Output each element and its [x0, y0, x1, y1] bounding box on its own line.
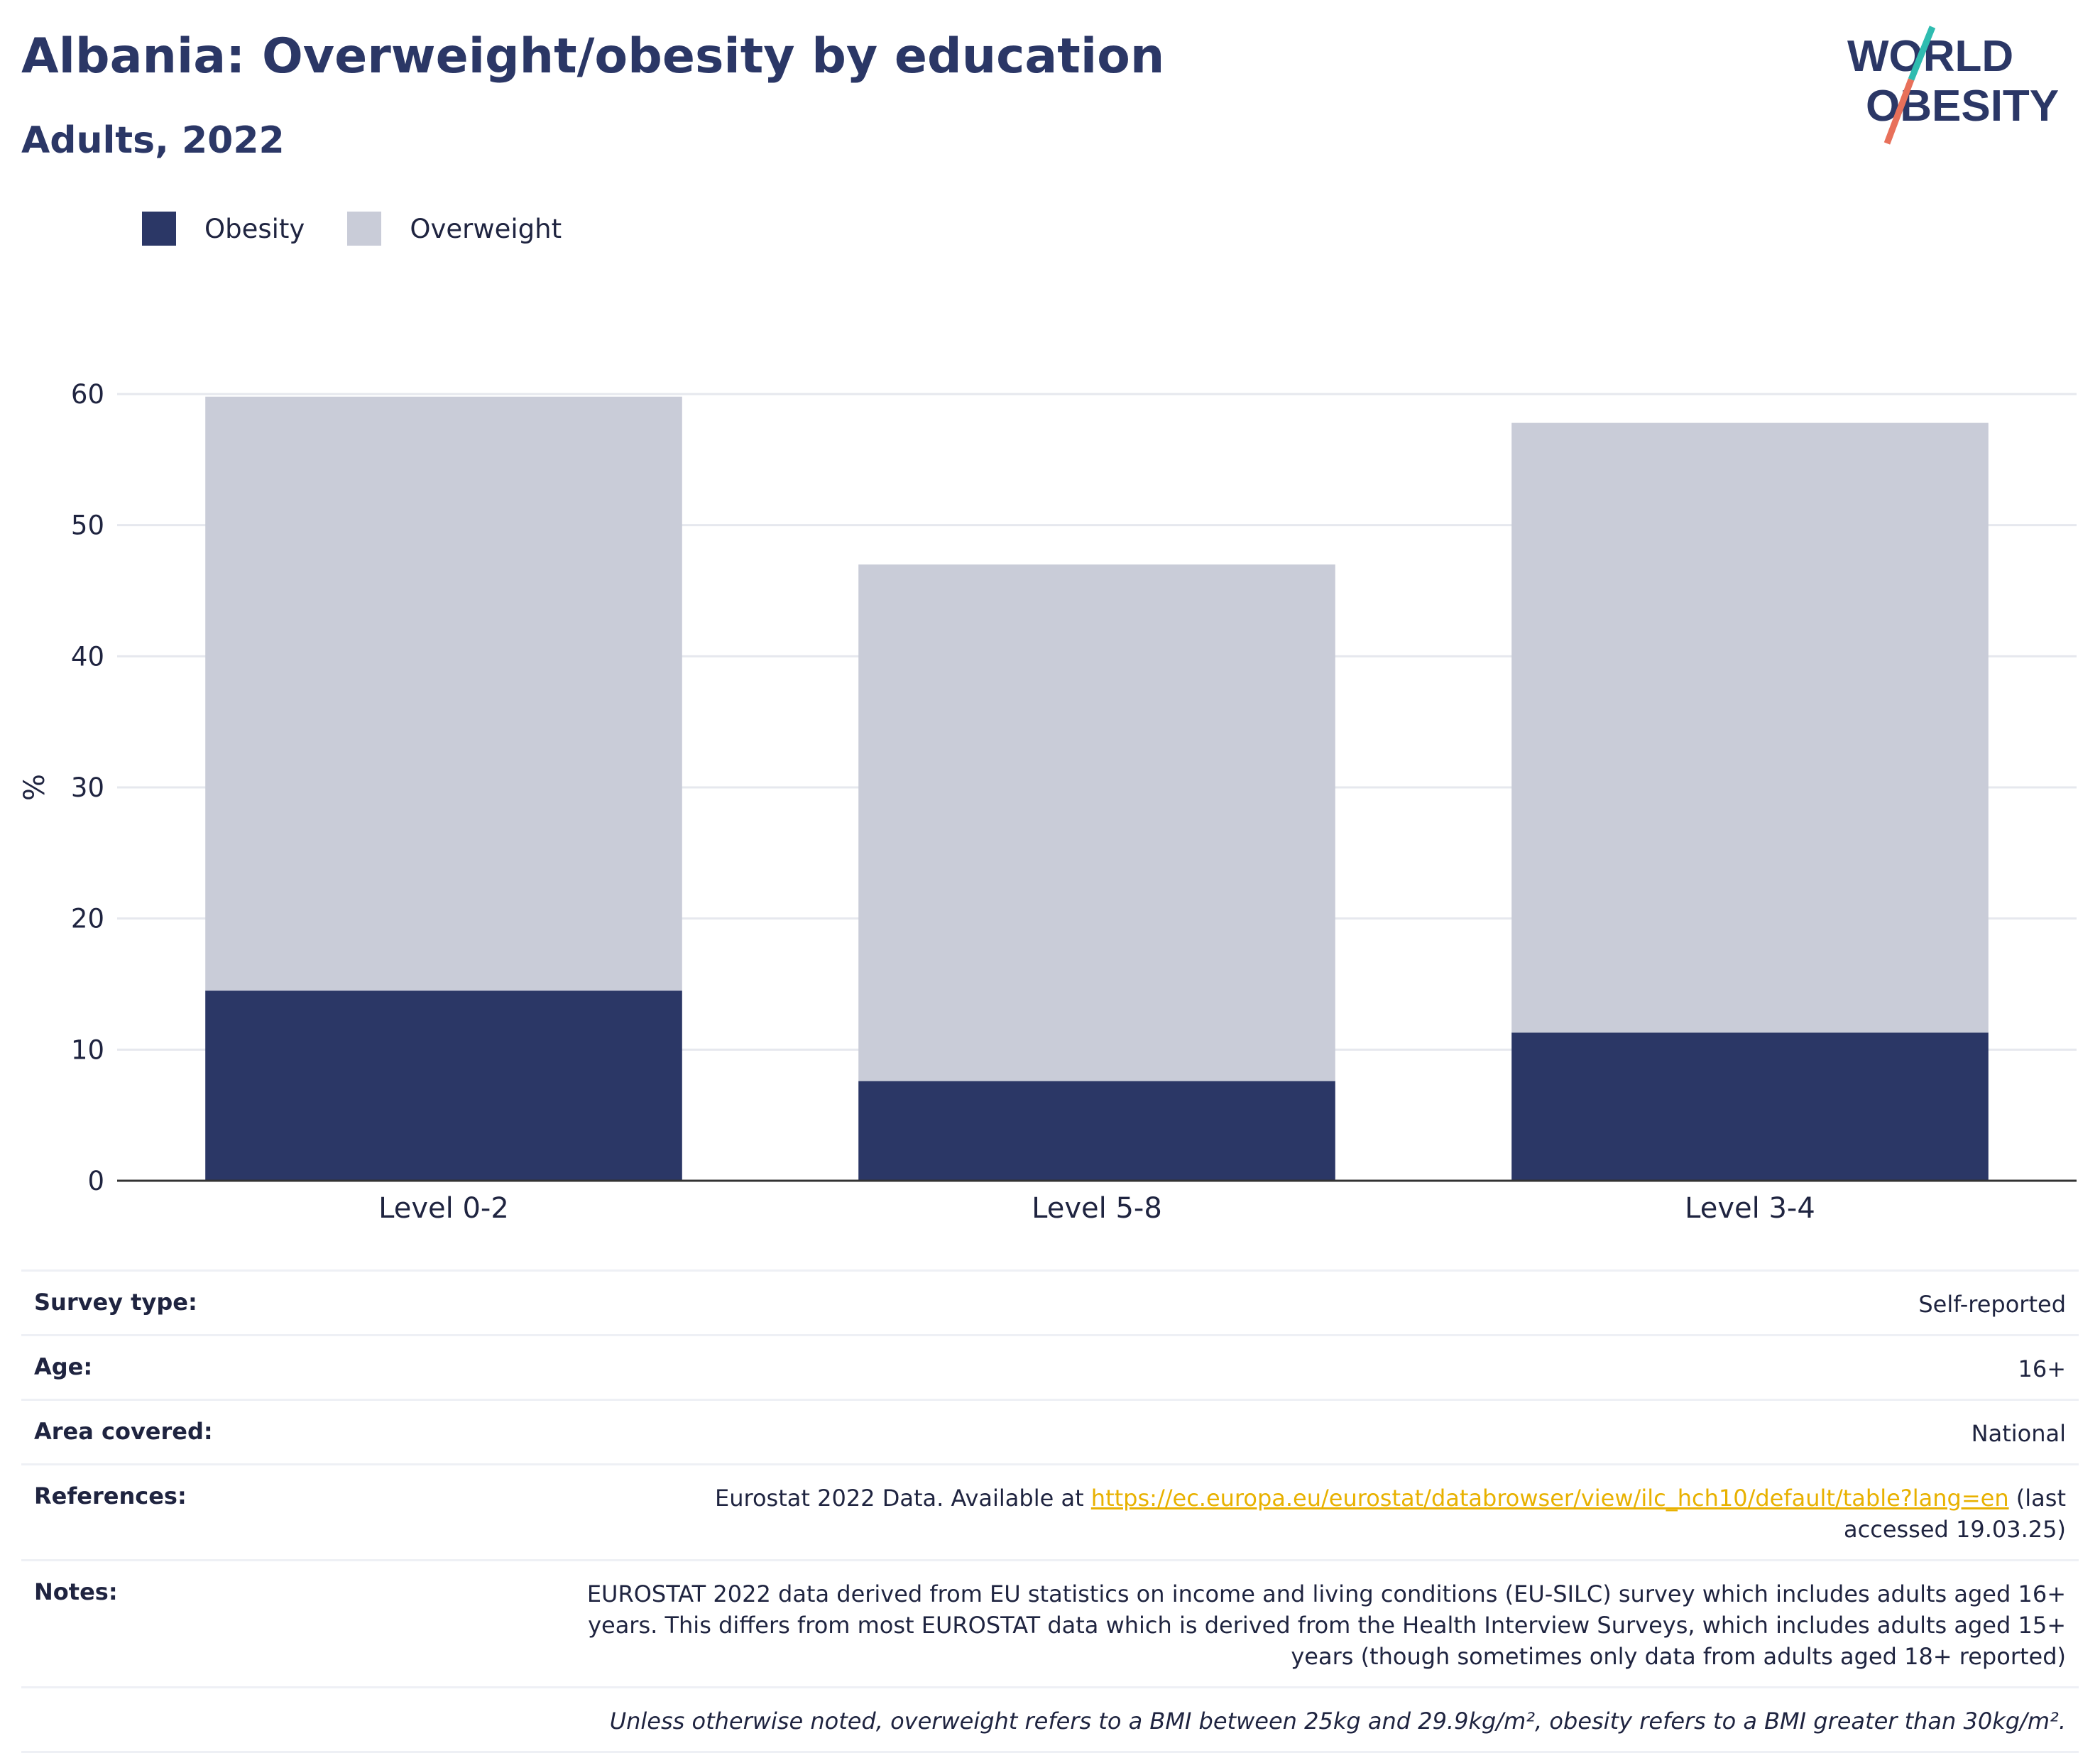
references-pre: Eurostat 2022 Data. Available at [715, 1485, 1091, 1512]
info-row-area: Area covered: National [21, 1399, 2079, 1463]
x-tick-label-2: Level 5-8 [1032, 1192, 1162, 1225]
chart-subtitle: Adults, 2022 [21, 119, 285, 162]
legend-swatch-overweight [347, 212, 382, 246]
y-tick-label-10: 10 [71, 1034, 104, 1065]
y-axis-label: % [18, 774, 51, 801]
notes-label: Notes: [34, 1578, 118, 1605]
x-tick-label-3: Level 3-4 [1685, 1192, 1815, 1225]
y-tick-label-50: 50 [71, 510, 104, 541]
area-value: National [1971, 1420, 2066, 1447]
info-table: Survey type: Self-reported Age: 16+ Area… [21, 1269, 2079, 1753]
logo-slash-bottom [1883, 78, 1915, 145]
bar-obesity-1 [205, 990, 682, 1181]
bar-obesity-2 [858, 1081, 1335, 1181]
info-row-survey-type: Survey type: Self-reported [21, 1269, 2079, 1334]
y-tick-label-0: 0 [87, 1166, 104, 1196]
bar-chart: 0 10 20 30 40 50 60% Level 0-2 Level 5-8 Level 3-… [18, 379, 2077, 1225]
footnote-text: Unless otherwise noted, overweight refer… [609, 1708, 2066, 1735]
legend-swatch-obesity [142, 212, 176, 246]
area-label: Area covered: [34, 1418, 213, 1445]
y-tick-label-40: 40 [71, 641, 104, 672]
chart-title: Albania: Overweight/obesity by education [21, 28, 1165, 84]
info-row-notes: Notes: EUROSTAT 2022 data derived from E… [21, 1559, 2079, 1686]
references-value: Eurostat 2022 Data. Available at https:/… [646, 1482, 2066, 1545]
references-link[interactable]: https://ec.europa.eu/eurostat/databrowse… [1090, 1485, 2009, 1512]
bar-overweight-2 [858, 564, 1335, 1081]
logo-slash-top [1908, 26, 1936, 81]
survey-type-label: Survey type: [34, 1289, 197, 1316]
legend-item-obesity[interactable]: Obesity [142, 212, 305, 246]
age-value: 16+ [2018, 1355, 2066, 1382]
references-label: References: [34, 1482, 187, 1509]
y-tick-label-30: 30 [71, 772, 104, 803]
bar-overweight-1 [205, 396, 682, 991]
bar-obesity-3 [1511, 1032, 1989, 1181]
legend-label-overweight: Overweight [410, 213, 562, 244]
y-tick-label-60: 60 [71, 379, 104, 410]
survey-type-value: Self-reported [1918, 1291, 2066, 1318]
world-obesity-logo: WORLD OBESITY [1847, 26, 2059, 145]
info-row-age: Age: 16+ [21, 1334, 2079, 1399]
x-tick-label-1: Level 0-2 [378, 1192, 509, 1225]
bar-overweight-3 [1511, 422, 1989, 1033]
notes-value: EUROSTAT 2022 data derived from EU stati… [586, 1580, 2066, 1670]
info-row-footnote: Unless otherwise noted, overweight refer… [21, 1686, 2079, 1753]
info-row-references: References: Eurostat 2022 Data. Availabl… [21, 1463, 2079, 1559]
legend-label-obesity: Obesity [204, 213, 305, 244]
y-tick-label-20: 20 [71, 904, 104, 934]
age-label: Age: [34, 1353, 93, 1380]
legend-item-overweight[interactable]: Overweight [347, 212, 562, 246]
references-post: (last accessed 19.03.25) [1844, 1485, 2066, 1543]
legend: Obesity Overweight [142, 212, 604, 246]
